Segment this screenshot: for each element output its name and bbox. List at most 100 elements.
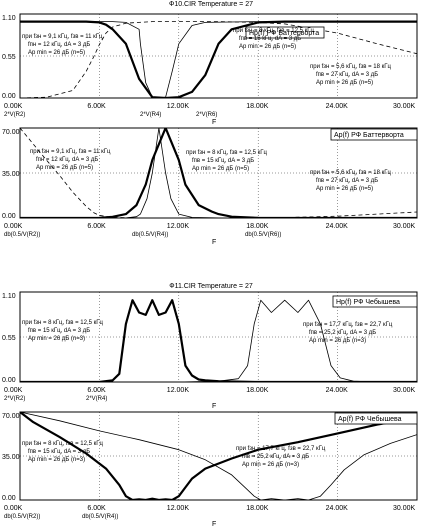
y-tick-label: 0.00 bbox=[2, 377, 16, 384]
y-tick-label: 0.55 bbox=[2, 335, 16, 342]
annotation-text: fпв = 25,2 кГц, dA = 3 дБ bbox=[309, 330, 376, 336]
y-tick-label: 1.10 bbox=[2, 293, 16, 300]
annotation-text: fпв = 15 кГц, dA = 3 дБ bbox=[239, 36, 301, 42]
y-tick-label: 35.00 bbox=[2, 171, 20, 178]
legend-title: Ap(f) РФ Баттерворта bbox=[334, 132, 404, 139]
x-tick-label: 0.00K bbox=[4, 103, 23, 110]
annotation-text: Ap min = 26 дБ (n=3) bbox=[28, 457, 85, 463]
y-tick-label: 1.10 bbox=[2, 15, 16, 22]
x-tick-label: 6.00K bbox=[87, 505, 106, 512]
legend-box bbox=[245, 26, 325, 39]
trace-label: db(0.5/V(R2)) bbox=[4, 232, 40, 238]
legend-title: Hр(f) РФ Чебышева bbox=[336, 298, 400, 306]
trace-label: 2*V(R4) bbox=[140, 112, 161, 118]
annotation-text: Ap min = 26 дБ (n=5) bbox=[316, 80, 373, 86]
x-tick-label: 12.00K bbox=[167, 387, 190, 394]
trace-label: db(0.5/V(R4)) bbox=[82, 514, 118, 520]
annotation-text: Ap min = 26 дБ (n=5) bbox=[316, 186, 373, 192]
y-tick-label: 0.00 bbox=[2, 93, 16, 100]
trace-label: 2*V(R2) bbox=[4, 396, 25, 402]
x-tick-label: 6.00K bbox=[87, 223, 106, 230]
legend-box bbox=[330, 128, 418, 141]
x-tick-label: 6.00K bbox=[87, 387, 106, 394]
annotation-text: Ap min = 26 дБ (n=5) bbox=[28, 50, 85, 56]
x-axis-label: F bbox=[212, 403, 216, 410]
annotation-text: при fзн = 8 кГц, fзв = 12,5 кГц bbox=[22, 441, 103, 447]
x-tick-label: 24.00K bbox=[326, 103, 349, 110]
trace-label: 2*V(R6) bbox=[196, 112, 217, 118]
y-tick-label: 70.00 bbox=[2, 413, 20, 420]
legend-box bbox=[334, 412, 418, 425]
annotation-text: fпв = 15 кГц, dA = 3 дБ bbox=[192, 158, 254, 164]
x-tick-label: 12.00K bbox=[167, 103, 190, 110]
annotation-text: при fзн = 8 кГц, fзв = 12,5 кГц bbox=[233, 28, 314, 34]
x-axis-label: F bbox=[212, 119, 216, 126]
annotation-text: при fзн = 17,7 кГц, fзв = 22,7 кГц bbox=[303, 322, 393, 328]
annotation-text: при fзн = 17,7 кГц, fзв = 22,7 кГц bbox=[236, 446, 326, 452]
trace-label: 2*V(R2) bbox=[4, 112, 25, 118]
y-tick-label: 0.55 bbox=[2, 54, 16, 61]
x-tick-label: 18.00K bbox=[246, 223, 269, 230]
chart-header: Ф10.CIR Temperature = 27 bbox=[169, 1, 253, 8]
legend-box bbox=[332, 295, 418, 308]
legend-title: Hр(f) РФ Баттерворта bbox=[249, 30, 319, 37]
trace-label: 2*V(R4) bbox=[86, 396, 107, 402]
annotation-text: при fзн = 5,6 кГц, fзв = 18 кГц bbox=[310, 170, 391, 176]
series-line bbox=[20, 21, 417, 98]
annotation-text: при fзн = 9,1 кГц, fзв = 11 кГц bbox=[22, 34, 103, 40]
chart-panel-2 bbox=[19, 127, 418, 219]
x-tick-label: 18.00K bbox=[246, 387, 269, 394]
annotation-text: fпн = 12 кГц, dA = 3 дБ bbox=[28, 42, 90, 48]
x-tick-label: 30.00K bbox=[393, 103, 416, 110]
chart-header: Ф11.CIR Temperature = 27 bbox=[169, 283, 253, 290]
series-line bbox=[20, 299, 417, 382]
x-tick-label: 0.00K bbox=[4, 223, 23, 230]
chart-panel-3 bbox=[19, 291, 418, 383]
annotation-text: fпв = 15 кГц, dA = 3 дБ bbox=[28, 328, 90, 334]
trace-label: db(0.5/V(R2)) bbox=[4, 514, 40, 520]
x-tick-label: 30.00K bbox=[393, 223, 416, 230]
x-tick-label: 24.00K bbox=[326, 505, 349, 512]
chart-panel-1 bbox=[19, 13, 418, 99]
x-tick-label: 12.00K bbox=[167, 505, 190, 512]
annotation-text: при fзн = 5,6 кГц, fзв = 18 кГц bbox=[310, 64, 391, 70]
y-tick-label: 70.00 bbox=[2, 129, 20, 136]
annotation-text: Ap min = 26 дБ (n=3) bbox=[309, 338, 366, 344]
x-tick-label: 0.00K bbox=[4, 387, 23, 394]
annotation-text: Ap min = 26 дБ (n=5) bbox=[36, 165, 93, 171]
annotation-text: Ap min = 26 дБ (n=3) bbox=[242, 462, 299, 468]
y-tick-label: 0.00 bbox=[2, 495, 16, 502]
chart-panel-4 bbox=[19, 411, 418, 501]
x-axis-label: F bbox=[212, 521, 216, 527]
x-tick-label: 18.00K bbox=[246, 505, 269, 512]
series-line bbox=[20, 412, 417, 500]
annotation-text: Ap min = 26 дБ (n=3) bbox=[28, 336, 85, 342]
x-tick-label: 6.00K bbox=[87, 103, 106, 110]
x-tick-label: 0.00K bbox=[4, 505, 23, 512]
y-tick-label: 35.00 bbox=[2, 454, 20, 461]
series-line bbox=[20, 21, 417, 98]
x-tick-label: 18.00K bbox=[246, 103, 269, 110]
x-tick-label: 30.00K bbox=[393, 505, 416, 512]
series-line bbox=[20, 299, 417, 382]
annotation-text: fпв = 15 кГц, dA = 3 дБ bbox=[28, 449, 90, 455]
annotation-text: Ap min = 26 дБ (n=5) bbox=[192, 166, 249, 172]
annotation-text: fпв = 25,2 кГц, dA = 3 дБ bbox=[242, 454, 309, 460]
trace-label: db(0.5/V(R6)) bbox=[245, 232, 281, 238]
annotation-text: при fзн = 8 кГц, fзв = 12,5 кГц bbox=[22, 320, 103, 326]
series-line bbox=[20, 128, 417, 218]
series-line bbox=[20, 412, 417, 500]
y-tick-label: 0.00 bbox=[2, 213, 16, 220]
annotation-text: Ap min = 26 дБ (n=5) bbox=[239, 44, 296, 50]
legend-title: Ap(f) РФ Чебышева bbox=[338, 415, 402, 423]
x-tick-label: 24.00K bbox=[326, 223, 349, 230]
annotation-text: при fзн = 9,1 кГц, fзв = 11 кГц bbox=[30, 149, 111, 155]
annotation-text: fпв = 27 кГц, dA = 3 дБ bbox=[316, 178, 378, 184]
x-tick-label: 12.00K bbox=[167, 223, 190, 230]
series-line bbox=[20, 20, 417, 98]
x-tick-label: 24.00K bbox=[326, 387, 349, 394]
annotation-text: при fзн = 8 кГц, fзв = 12,5 кГц bbox=[186, 150, 267, 156]
trace-label: db(0.5/V(R4)) bbox=[132, 232, 168, 238]
